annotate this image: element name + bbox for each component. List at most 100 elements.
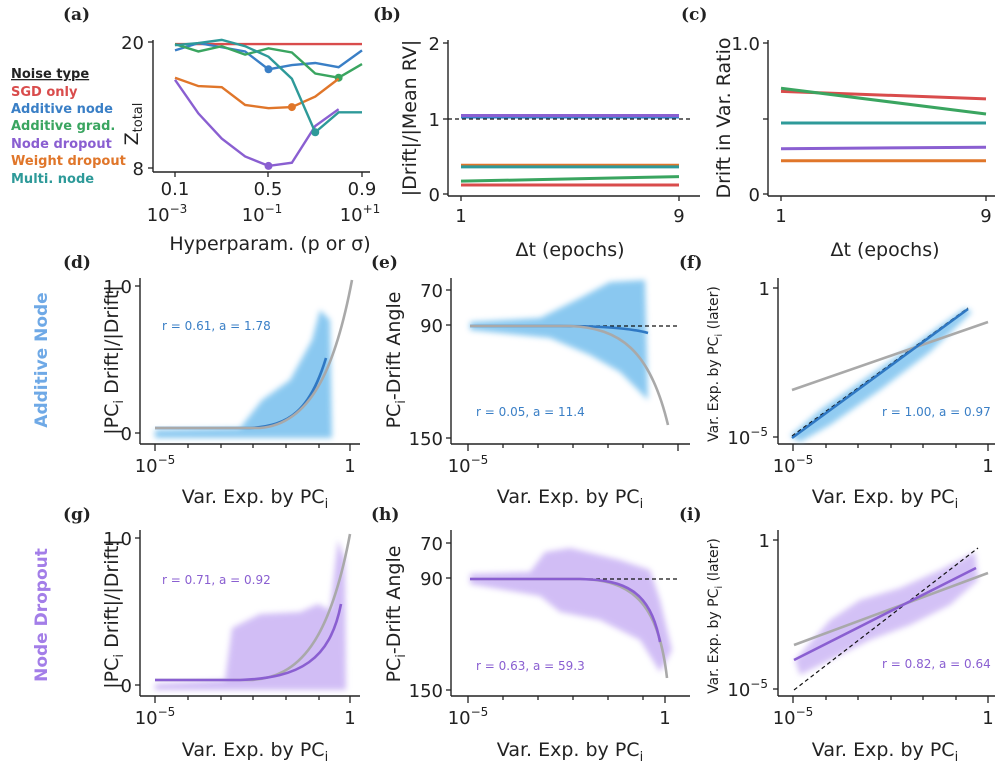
panel-b: (b) 2 1 0 |Drift|/|Mean RV| 1 9 Δt (epoc…	[373, 5, 700, 261]
legend-item: Multi. node	[11, 172, 94, 187]
x-tick-label: 9	[673, 206, 684, 227]
y-axis-label: Var. Exp. by PCi (later)	[706, 538, 725, 694]
x-tick-label: 1	[455, 206, 466, 227]
legend-item: Additive grad.	[11, 119, 115, 134]
data-cloud	[470, 548, 672, 672]
x-tick-label: 10−5	[448, 453, 489, 477]
reference-curve	[791, 320, 989, 392]
row-label-additive-node: Additive Node	[32, 292, 52, 427]
reference-line	[793, 547, 979, 691]
x-axis-label: Var. Exp. by PCi	[497, 739, 643, 765]
panel-letter: (d)	[63, 253, 91, 273]
x-tick-label: 10−5	[448, 705, 489, 729]
series-line	[174, 38, 362, 135]
x-tick-label-sigma: 10−1	[242, 202, 283, 226]
annotation: r = 0.82, a = 0.64	[882, 657, 991, 671]
x-tick-label: 0.1	[161, 179, 190, 200]
panel-i: (i) r = 0.82, a = 0.64 1 10−5 10−5 1 Var…	[679, 505, 995, 765]
x-axis-label: Δt (epochs)	[515, 239, 624, 261]
panel-d: (d) r = 0.61, a = 1.78 1.0 0 10−5 1 Var.…	[63, 253, 360, 512]
y-tick-label: 150	[409, 429, 443, 450]
reference-curve	[470, 324, 670, 426]
panel-letter: (b)	[373, 5, 401, 25]
y-axis-label: PCi-Drift Angle	[383, 292, 409, 429]
panel-e: (e) r = 0.05, a = 11.4 70 90 150 10−5 Va…	[371, 253, 690, 512]
panel-letter: (g)	[63, 505, 91, 525]
reference-curve	[793, 571, 989, 647]
panel-letter: (i)	[679, 505, 702, 525]
x-tick-label: 1	[982, 456, 993, 477]
x-axis-label: Hyperparam. (p or σ)	[169, 233, 370, 255]
data-cloud	[155, 310, 332, 438]
x-axis-label: Δt (epochs)	[830, 239, 939, 261]
y-axis-label: |Drift|/|Mean RV|	[399, 40, 421, 197]
legend-item: Node dropout	[11, 137, 112, 152]
x-tick-label: 0.5	[254, 179, 283, 200]
x-tick-label: 1	[982, 708, 993, 729]
y-axis-label: PCi-Drift Angle	[383, 546, 409, 683]
panel-letter: (a)	[63, 5, 90, 25]
series-marker	[311, 128, 320, 137]
panel-g: (g) r = 0.71, a = 0.92 1.0 0 10−5 1 Var.…	[63, 505, 360, 765]
panel-letter: (h)	[371, 505, 399, 525]
annotation: r = 0.63, a = 59.3	[476, 659, 585, 673]
y-tick-label: 1.0	[731, 34, 760, 55]
data-cloud	[470, 280, 648, 400]
series-line	[174, 42, 363, 79]
y-axis-label: |PCi Drift|/|Drift|	[101, 285, 127, 434]
panel-f: (f) r = 1.00, a = 0.97 1 10−5 10−5 1 Var…	[679, 253, 995, 512]
panel-letter: (e)	[371, 253, 398, 273]
y-tick-label: 20	[121, 33, 144, 54]
y-tick-label: 90	[420, 316, 443, 337]
x-tick-label: 1	[344, 708, 355, 729]
y-axis-label: Ztotal	[121, 103, 146, 146]
panel-letter: (f)	[679, 253, 702, 273]
y-axis-label: Var. Exp. by PCi (later)	[706, 286, 725, 442]
fit-curve	[470, 577, 662, 643]
y-tick-label: 90	[420, 569, 443, 590]
panel-a: (a) 20 8 Ztotal 0.1 0.5 0.9 10−3 10−1 10…	[63, 5, 380, 255]
panel-c: (c) 1.0 0 Drift in Var. Ratio 1 9 Δt (ep…	[681, 5, 995, 261]
x-tick-label: 0.9	[348, 179, 377, 200]
y-tick-label: 1	[429, 110, 440, 131]
y-tick-label: 0	[429, 185, 440, 206]
y-tick-label: 0	[121, 424, 132, 445]
y-axis-label: Drift in Var. Ratio	[713, 37, 735, 198]
legend-item: SGD only	[11, 85, 78, 100]
x-tick-label: 10−5	[773, 453, 814, 477]
data-cloud	[790, 308, 972, 442]
y-tick-label: 0	[121, 676, 132, 697]
annotation: r = 1.00, a = 0.97	[882, 405, 991, 419]
y-tick-label: 1.0	[103, 529, 132, 550]
x-tick-label: 1	[775, 206, 786, 227]
annotation: r = 0.61, a = 1.78	[162, 319, 271, 333]
y-tick-label: 10−5	[727, 677, 768, 701]
x-tick-label: 10−5	[135, 453, 176, 477]
y-tick-label: 70	[420, 281, 443, 302]
row-label-node-dropout: Node Dropout	[32, 548, 52, 682]
fit-curve	[791, 307, 969, 440]
reference-curve	[155, 279, 354, 430]
legend: Noise type SGD only Additive node Additi…	[11, 67, 126, 187]
y-axis-label: |PCi Drift|/|Drift|	[101, 539, 127, 688]
y-tick-label: 10−5	[727, 425, 768, 449]
y-tick-label: 1.0	[103, 277, 132, 298]
x-axis-label: Var. Exp. by PCi	[812, 739, 958, 765]
x-tick-label: 10−5	[135, 705, 176, 729]
y-tick-label: 70	[420, 534, 443, 555]
x-tick-label-sigma: 10+1	[340, 202, 381, 226]
legend-item: Additive node	[11, 102, 113, 117]
series-line	[780, 145, 987, 151]
x-axis-label: Var. Exp. by PCi	[182, 486, 328, 512]
x-tick-label: 9	[980, 206, 991, 227]
series-line	[460, 175, 680, 183]
series-line	[174, 79, 340, 168]
x-tick-label: 1	[344, 456, 355, 477]
x-tick-label: 1	[659, 708, 670, 729]
panel-h: (h) r = 0.63, a = 59.3 70 90 150 10−5 1 …	[371, 505, 690, 765]
annotation: r = 0.71, a = 0.92	[162, 573, 271, 587]
fit-curve	[793, 566, 977, 662]
fit-curve	[155, 603, 343, 682]
x-tick-label-sigma: 10−3	[147, 202, 188, 226]
